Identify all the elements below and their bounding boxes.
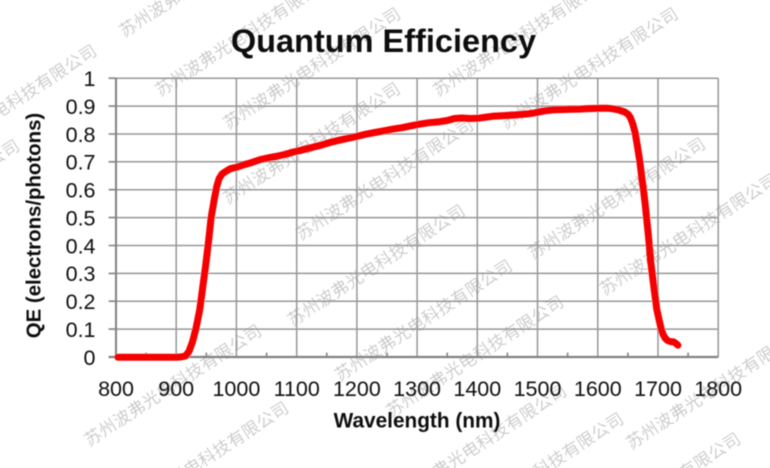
svg-text:0.5: 0.5 [66, 206, 96, 230]
svg-text:1: 1 [84, 67, 96, 91]
svg-text:1400: 1400 [453, 377, 501, 401]
svg-text:0.4: 0.4 [66, 234, 96, 258]
svg-text:0.3: 0.3 [66, 262, 96, 286]
svg-text:1200: 1200 [333, 377, 381, 401]
svg-text:1600: 1600 [574, 377, 622, 401]
svg-text:900: 900 [158, 377, 194, 401]
svg-text:1800: 1800 [694, 377, 742, 401]
svg-text:0.6: 0.6 [66, 179, 96, 203]
svg-text:0.2: 0.2 [66, 290, 96, 314]
svg-text:0.8: 0.8 [66, 123, 96, 147]
svg-text:0.1: 0.1 [66, 318, 96, 342]
svg-text:Wavelength (nm): Wavelength (nm) [334, 410, 501, 433]
svg-text:1700: 1700 [634, 377, 682, 401]
svg-text:Quantum Efficiency: Quantum Efficiency [231, 23, 536, 59]
svg-text:QE (electrons/photons): QE (electrons/photons) [23, 113, 45, 338]
svg-text:1000: 1000 [212, 377, 260, 401]
svg-text:0: 0 [84, 346, 96, 370]
svg-text:1100: 1100 [274, 377, 320, 401]
svg-text:0.7: 0.7 [66, 151, 96, 175]
svg-text:800: 800 [98, 377, 134, 401]
svg-text:0.9: 0.9 [66, 95, 96, 119]
svg-text:1500: 1500 [514, 377, 562, 401]
svg-text:1300: 1300 [393, 377, 441, 401]
